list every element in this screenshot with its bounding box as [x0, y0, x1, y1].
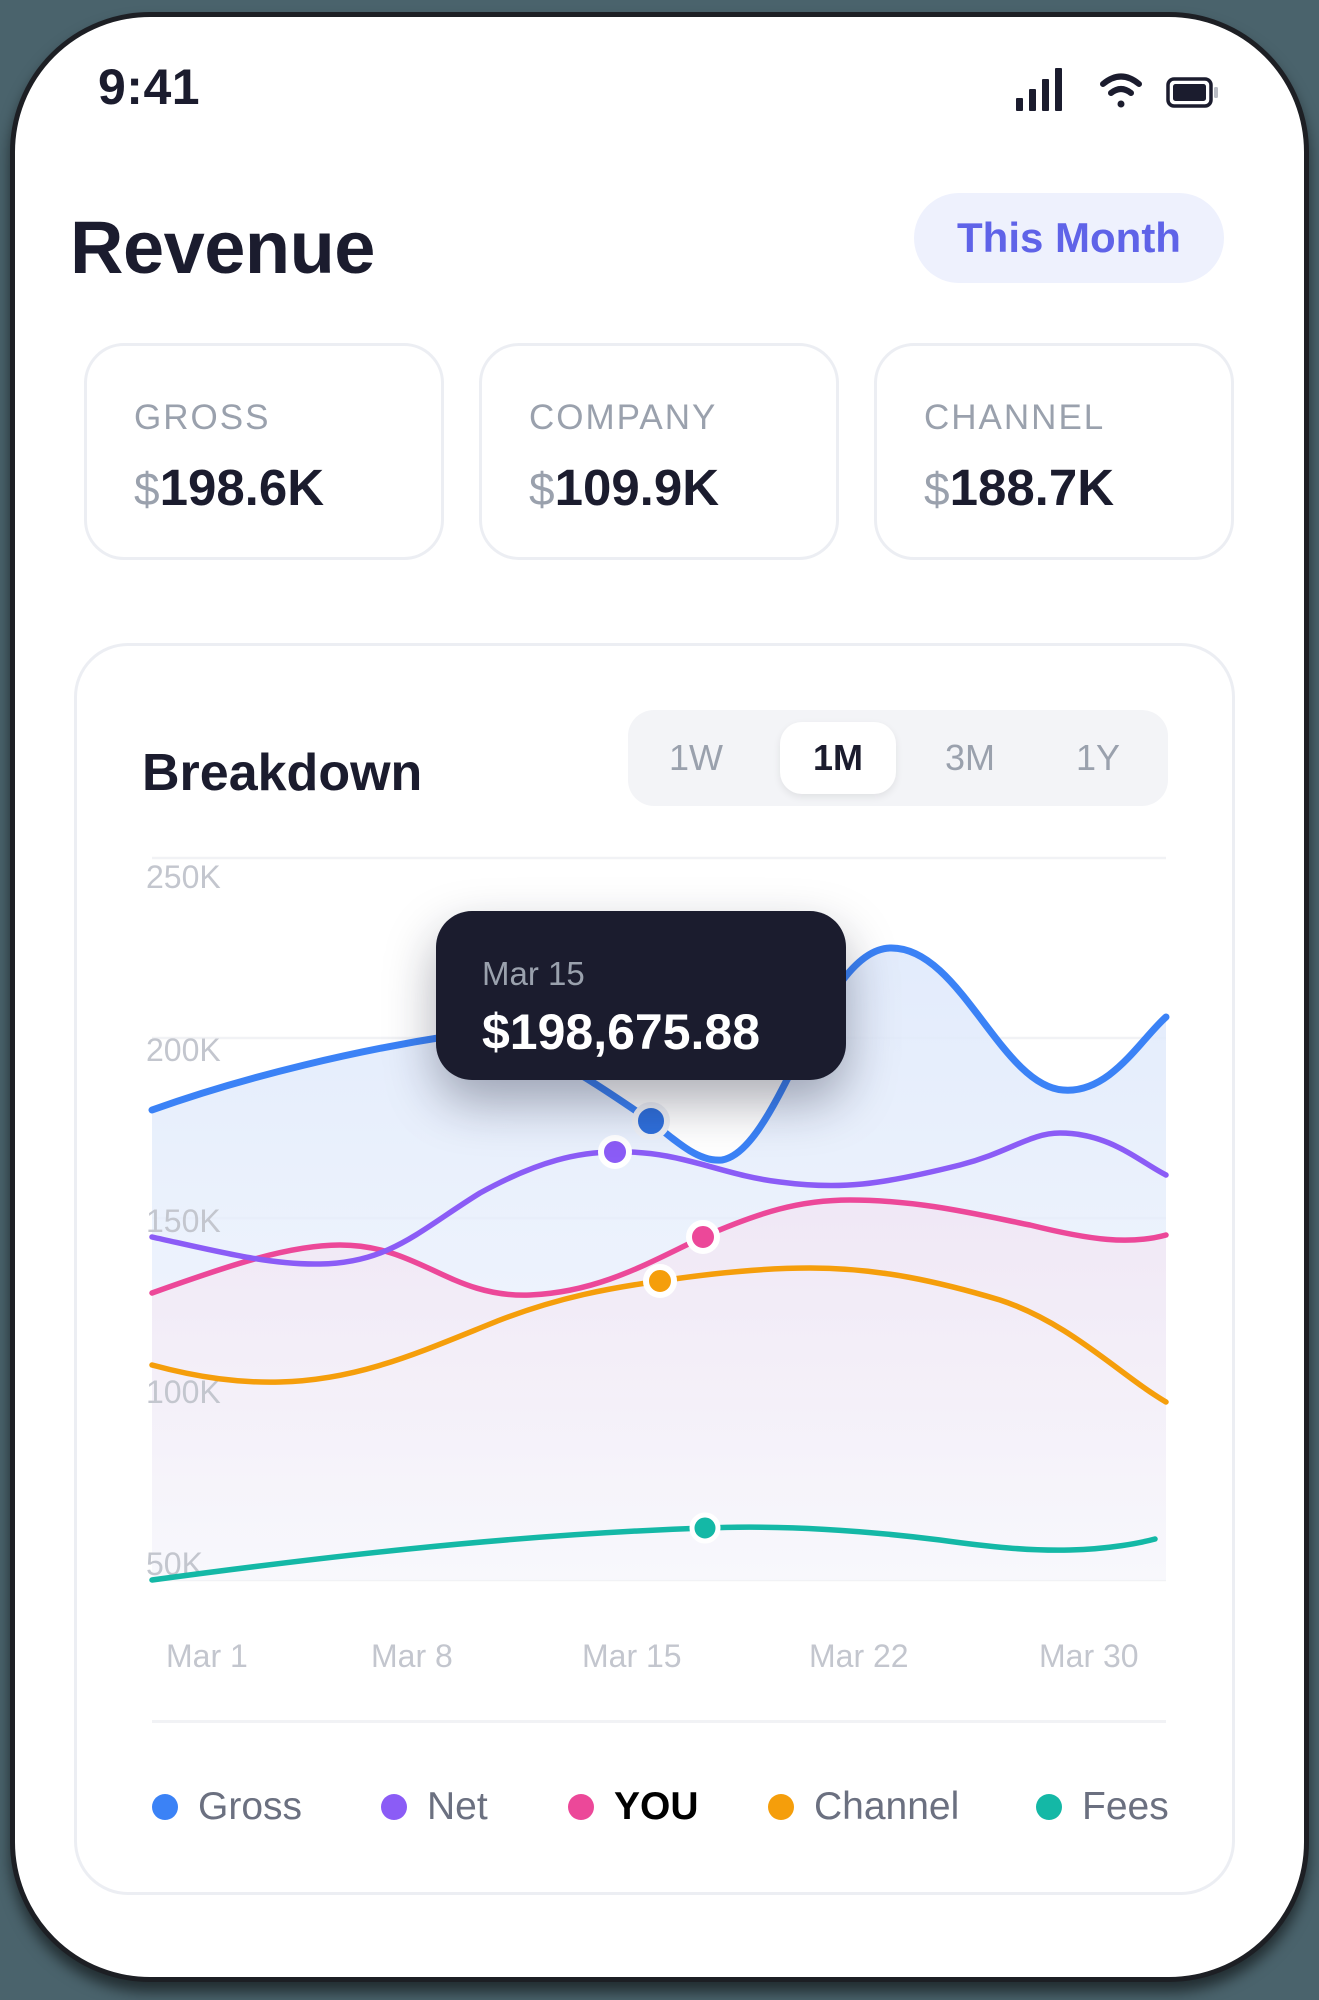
x-axis-labels: Mar 1 Mar 8 Mar 15 Mar 22 Mar 30	[166, 1638, 1139, 1674]
x-tick: Mar 22	[809, 1638, 909, 1674]
y-axis-labels: 250K 200K 150K 100K 50K	[146, 859, 221, 1582]
stat-card-company: COMPANY $109.9K	[479, 343, 839, 560]
y-tick: 250K	[146, 859, 221, 895]
series-line-you	[149, 1197, 1169, 1298]
stat-card-gross: GROSS $198.6K	[84, 343, 444, 560]
legend-dot-icon	[381, 1794, 407, 1820]
currency-symbol: $	[924, 463, 950, 515]
currency-symbol: $	[134, 463, 160, 515]
legend-item-gross[interactable]: Gross	[152, 1782, 302, 1832]
y-tick: 150K	[146, 1203, 221, 1239]
legend-item-fees[interactable]: Fees	[1036, 1782, 1169, 1832]
x-tick: Mar 15	[582, 1638, 682, 1674]
legend-dot-icon	[1036, 1794, 1062, 1820]
page-title: Revenue	[70, 206, 375, 289]
legend-label: YOU	[614, 1785, 699, 1828]
stat-amount: 109.9K	[554, 459, 720, 516]
x-tick: Mar 30	[1039, 1638, 1139, 1674]
chart-legend: Gross Net YOU Channel Fees	[152, 1782, 1169, 1832]
point-gross	[632, 1102, 670, 1140]
legend-divider	[152, 1720, 1166, 1723]
legend-item-you[interactable]: YOU	[568, 1782, 699, 1832]
period-selector-button[interactable]: This Month	[914, 193, 1224, 283]
range-option-3m[interactable]: 3M	[944, 737, 995, 778]
series-line-gross	[148, 944, 1170, 1164]
legend-label: Net	[427, 1785, 488, 1828]
stat-card-channel: CHANNEL $188.7K	[874, 343, 1234, 560]
point-fees	[689, 1512, 721, 1544]
legend-item-net[interactable]: Net	[381, 1782, 488, 1832]
legend-label: Gross	[198, 1785, 303, 1828]
chart-tooltip: Mar 15 $198,675.88	[436, 911, 846, 1080]
cellular-signal-icon	[1016, 68, 1062, 111]
x-tick: Mar 1	[166, 1638, 248, 1674]
range-option-1y[interactable]: 1Y	[1075, 737, 1121, 778]
legend-dot-icon	[152, 1794, 178, 1820]
point-channel	[643, 1264, 677, 1298]
status-icons	[1016, 68, 1218, 111]
point-you	[686, 1220, 720, 1254]
point-net	[598, 1135, 632, 1169]
highlight-points	[598, 1102, 721, 1544]
series-line-net	[149, 1130, 1169, 1267]
range-option-1m[interactable]: 1M	[780, 722, 896, 794]
x-tick: Mar 8	[371, 1638, 453, 1674]
range-segmented-control: 1W 1M 3M 1Y	[628, 710, 1168, 806]
stat-label: COMPANY	[529, 398, 718, 437]
tooltip-value: $198,675.88	[482, 1004, 761, 1060]
stat-value: $188.7K	[924, 458, 1114, 517]
stat-label: GROSS	[134, 398, 271, 437]
range-option-1w[interactable]: 1W	[669, 737, 723, 778]
legend-dot-icon	[568, 1794, 594, 1820]
legend-label: Channel	[814, 1785, 960, 1828]
you-area-fill	[152, 1200, 1166, 1580]
y-tick: 100K	[146, 1374, 221, 1410]
stat-amount: 188.7K	[949, 459, 1115, 516]
stat-value: $198.6K	[134, 458, 324, 517]
currency-symbol: $	[529, 463, 555, 515]
y-tick: 200K	[146, 1032, 221, 1068]
stat-amount: 198.6K	[159, 459, 325, 516]
tooltip-date: Mar 15	[482, 955, 585, 992]
stat-value: $109.9K	[529, 458, 719, 517]
legend-dot-icon	[768, 1794, 794, 1820]
stat-label: CHANNEL	[924, 398, 1106, 437]
wifi-icon	[1100, 73, 1142, 108]
battery-icon	[1166, 77, 1218, 108]
legend-item-channel[interactable]: Channel	[768, 1782, 959, 1832]
legend-label: Fees	[1082, 1785, 1169, 1828]
series-line-fees	[149, 1524, 1158, 1583]
breakdown-title: Breakdown	[142, 744, 423, 802]
status-time: 9:41	[98, 59, 201, 115]
